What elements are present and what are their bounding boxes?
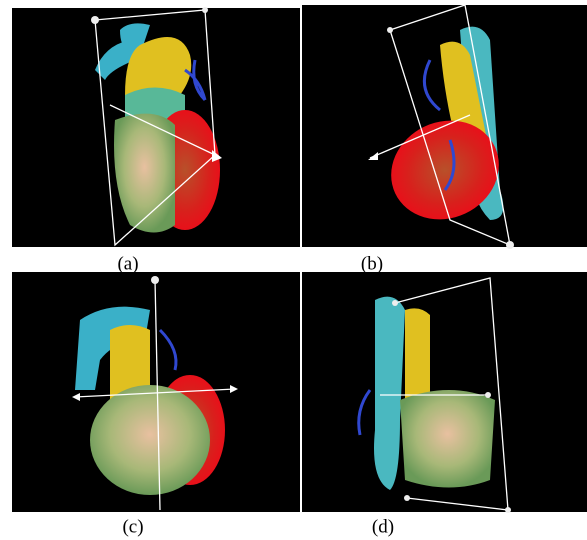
page: (a) (b) (c) [0, 0, 587, 540]
heart-surface [400, 390, 495, 488]
handle [387, 27, 393, 33]
aorta [405, 308, 430, 405]
panel-b [302, 5, 587, 249]
caption: (b) [361, 253, 383, 274]
handle [505, 507, 511, 513]
handle [485, 392, 491, 398]
heart-surface [90, 385, 210, 495]
panel-c [12, 272, 300, 512]
handle [202, 7, 208, 13]
panel-a [12, 7, 300, 247]
caption: (d) [372, 516, 394, 537]
caption: (c) [122, 516, 143, 537]
handle [506, 241, 514, 249]
figure: (a) (b) (c) [0, 0, 587, 540]
panel-d [302, 272, 587, 513]
handle [392, 300, 398, 306]
handle [91, 16, 99, 24]
handle [151, 276, 159, 284]
handle [404, 495, 410, 501]
caption: (a) [117, 253, 138, 274]
